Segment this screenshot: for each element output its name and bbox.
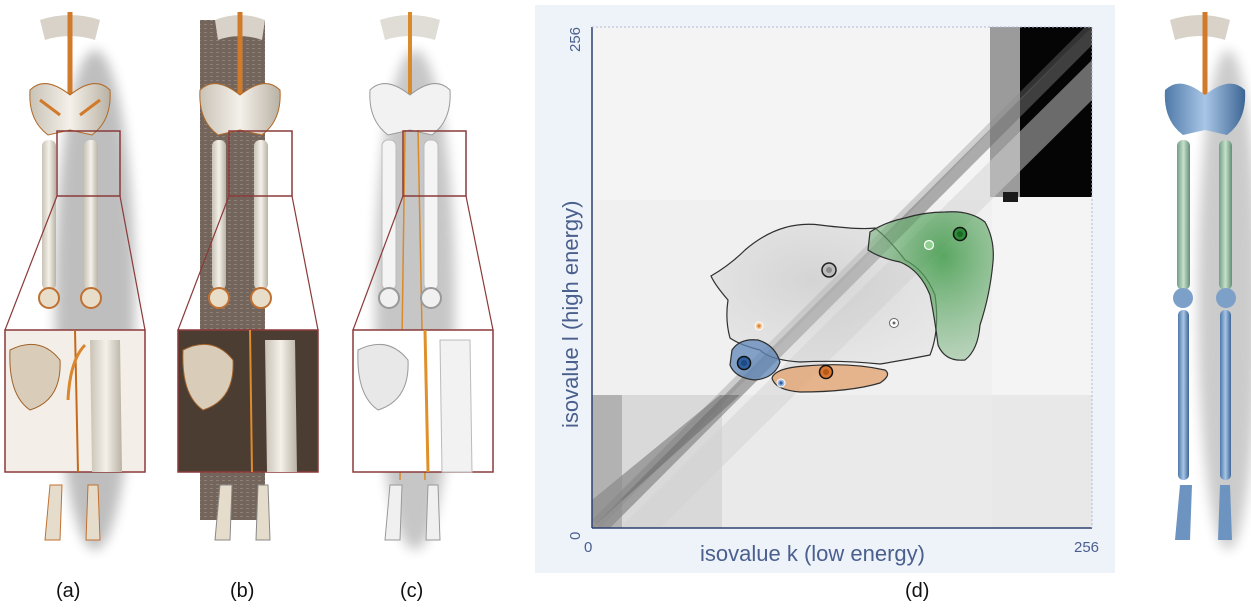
rendering-b [177, 12, 319, 541]
control-point-blue-small[interactable] [776, 378, 786, 388]
rendering-e [1164, 12, 1251, 550]
control-point-orange-small[interactable] [754, 321, 764, 331]
x-tick-max: 256 [1074, 539, 1099, 556]
caption-a: (a) [56, 580, 81, 602]
rendering-c [352, 12, 494, 550]
control-point-gray[interactable] [821, 262, 837, 278]
control-point-green-light[interactable] [923, 239, 935, 251]
caption-b: (b) [230, 580, 255, 602]
control-point-blue[interactable] [736, 355, 752, 371]
y-axis-label: isovalue l (high energy) [558, 201, 583, 428]
y-tick-max: 256 [567, 27, 584, 52]
region-orange[interactable] [771, 364, 889, 393]
control-point-orange[interactable] [818, 364, 834, 380]
caption-c: (c) [400, 580, 424, 602]
y-tick-min: 0 [567, 532, 584, 540]
region-green[interactable] [867, 211, 994, 361]
x-tick-min: 0 [584, 539, 592, 556]
caption-d: (d) [905, 580, 930, 602]
control-point-white[interactable] [889, 318, 899, 328]
rendering-a [4, 12, 146, 550]
region-gray[interactable] [710, 223, 938, 365]
x-axis-label: isovalue k (low energy) [700, 541, 925, 566]
control-point-green-dark[interactable] [952, 226, 968, 242]
